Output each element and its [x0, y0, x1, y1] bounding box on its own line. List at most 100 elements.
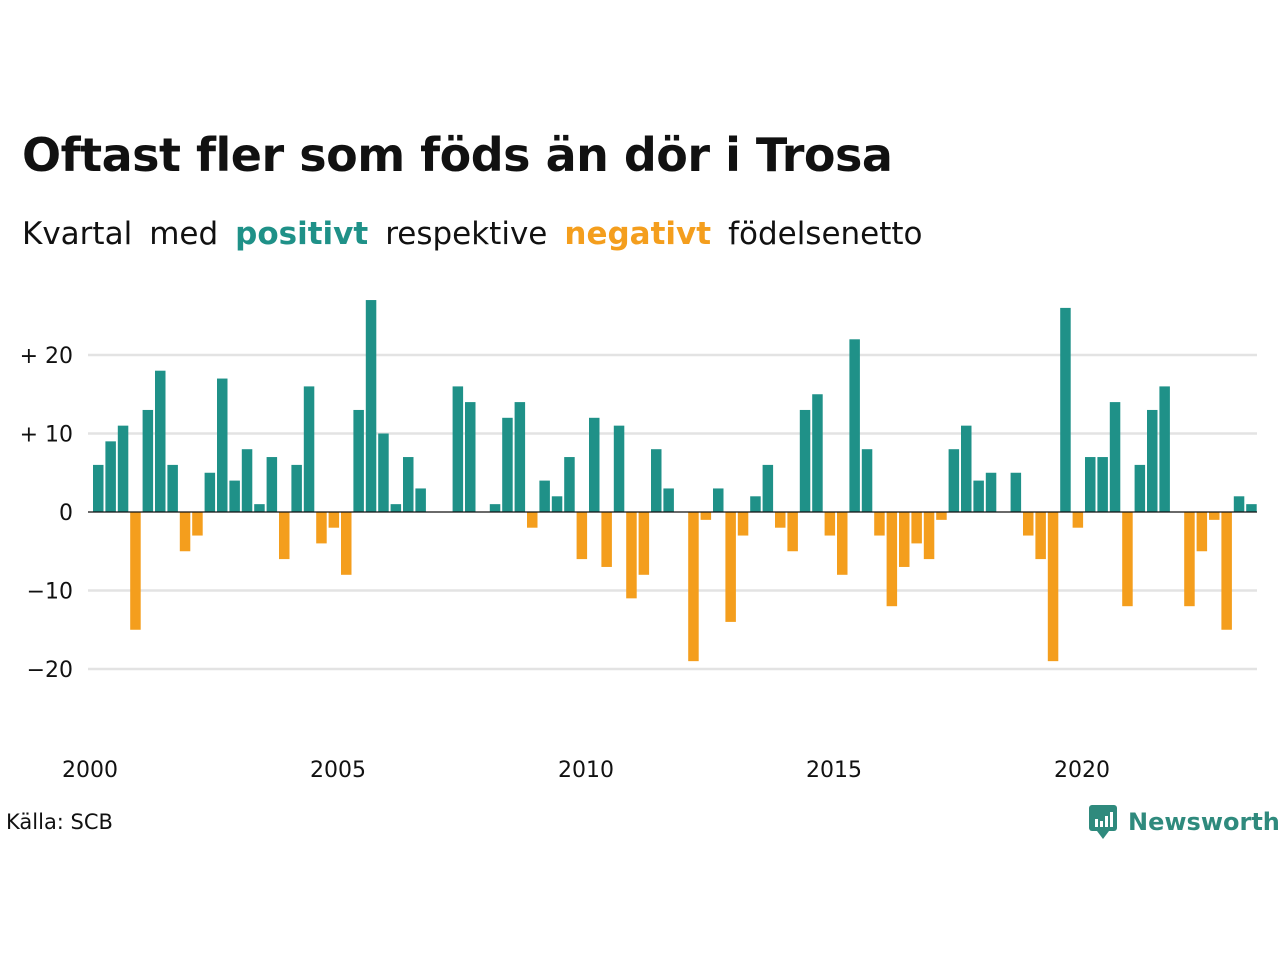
x-tick-label: 2020 — [1054, 758, 1110, 783]
subtitle-positive: positivt — [235, 216, 369, 252]
bar — [1047, 512, 1059, 662]
y-tick-label: −20 — [27, 658, 73, 683]
bar — [1134, 464, 1146, 512]
bar — [415, 488, 426, 512]
bars — [93, 300, 1257, 662]
bar — [1196, 512, 1208, 552]
subtitle-word: födelsenetto — [728, 216, 923, 252]
bar — [489, 504, 501, 512]
bar — [923, 512, 935, 560]
bar — [1221, 512, 1232, 630]
bar — [328, 512, 340, 528]
bar — [861, 449, 873, 512]
bar — [1209, 512, 1220, 520]
bar — [514, 402, 526, 512]
bar — [179, 512, 191, 552]
x-tick-label: 2015 — [806, 758, 862, 783]
bar — [155, 370, 166, 512]
bar — [899, 512, 910, 567]
bar — [564, 457, 575, 512]
bar — [303, 386, 315, 512]
y-tick-label: 0 — [59, 501, 73, 526]
bar — [824, 512, 836, 536]
bar — [266, 457, 278, 512]
bar — [1097, 457, 1108, 512]
bar — [465, 402, 476, 512]
y-tick-label: + 20 — [20, 344, 73, 369]
x-tick-label: 2000 — [62, 758, 118, 783]
bar — [762, 464, 774, 512]
bar — [911, 512, 922, 544]
bar — [291, 464, 302, 512]
bar — [1109, 402, 1121, 512]
bar — [551, 496, 563, 512]
bar — [589, 417, 600, 512]
bar — [167, 464, 178, 512]
bar — [700, 512, 712, 520]
brand-name: Newsworthy — [1128, 808, 1280, 836]
bar — [576, 512, 588, 560]
subtitle-word: med — [149, 216, 219, 252]
bar — [750, 496, 761, 512]
bar — [973, 480, 984, 512]
bar — [1085, 457, 1096, 512]
bar — [1233, 496, 1245, 512]
bar — [229, 480, 240, 512]
subtitle-word: respektive — [385, 216, 548, 252]
bar — [1072, 512, 1084, 528]
bar — [378, 433, 389, 512]
bar — [254, 504, 265, 512]
bar — [1147, 409, 1158, 512]
bar — [849, 339, 860, 512]
source-note: Källa: SCB — [6, 810, 113, 834]
bar — [105, 441, 116, 512]
bar — [651, 449, 662, 512]
bar-chart: + 20 + 10 0 −10 −20 2000 2005 2010 2015 2020 — [20, 300, 1257, 783]
bar — [886, 512, 898, 607]
bar — [217, 378, 228, 512]
bar — [316, 512, 327, 544]
bar — [539, 480, 550, 512]
bar — [775, 512, 786, 528]
bar — [638, 512, 650, 575]
bar — [204, 472, 216, 512]
bar — [948, 449, 960, 512]
bar — [1184, 512, 1195, 607]
bar — [626, 512, 637, 599]
bar — [1060, 307, 1071, 512]
bar — [117, 425, 129, 512]
bar — [613, 425, 625, 512]
bar — [279, 512, 290, 560]
brand-logo: Newsworthy — [1088, 804, 1280, 840]
bar — [1246, 504, 1257, 512]
bar — [874, 512, 885, 536]
bar — [713, 488, 724, 512]
bar — [142, 409, 154, 512]
bar — [1023, 512, 1034, 536]
bar — [725, 512, 736, 622]
subtitle-negative: negativt — [564, 216, 712, 252]
x-tick-label: 2010 — [558, 758, 614, 783]
x-tick-label: 2005 — [310, 758, 366, 783]
bar — [688, 512, 699, 662]
bar — [961, 425, 972, 512]
bar — [403, 457, 414, 512]
bar — [452, 386, 464, 512]
y-tick-label: + 10 — [20, 423, 73, 448]
y-tick-label: −10 — [27, 580, 73, 605]
bar — [837, 512, 848, 575]
bar — [390, 504, 402, 512]
bar — [353, 409, 364, 512]
newsworthy-icon — [1089, 805, 1117, 839]
bar — [1035, 512, 1046, 560]
bar — [341, 512, 352, 575]
bar — [663, 488, 674, 512]
bar — [799, 409, 811, 512]
bar — [1159, 386, 1170, 512]
x-axis-ticks: 2000 2005 2010 2015 2020 — [62, 758, 1110, 783]
bar — [192, 512, 203, 536]
bar — [527, 512, 538, 528]
bar — [787, 512, 798, 552]
bar — [502, 417, 513, 512]
bar — [365, 300, 377, 512]
